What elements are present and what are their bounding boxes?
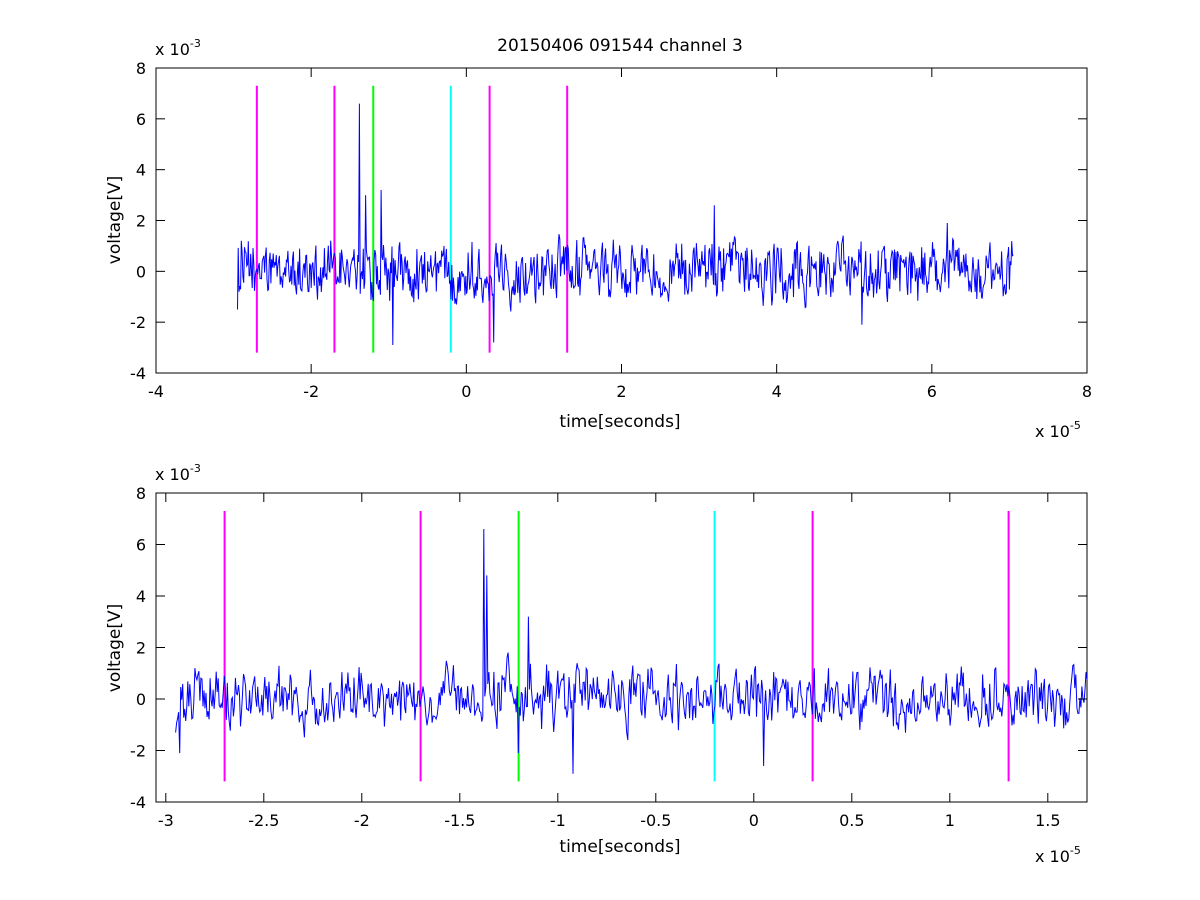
bottom-plot-area [155,492,1088,803]
x-tick-label: 0.5 [839,811,864,830]
y-tick-label: 2 [136,212,146,231]
bottom-x-ticks: -3 -2.5 -2 -1.5 -1 -0.5 0 0.5 1 1.5 [158,493,1061,830]
y-tick-label: 6 [136,536,146,555]
x-tick-label: 8 [1082,382,1092,401]
top-signal-trace [237,103,1014,346]
y-tick-label: 8 [136,484,146,503]
y-tick-label: -4 [130,364,146,383]
bottom-y-multiplier: x 10-3 [155,462,201,484]
x-tick-label: 1 [945,811,955,830]
top-y-multiplier: x 10-3 [155,37,201,59]
x-tick-label: -3 [158,811,174,830]
x-tick-label: 1.5 [1035,811,1060,830]
y-tick-label: -2 [130,313,146,332]
x-tick-label: -4 [148,382,164,401]
x-tick-label: -0.5 [640,811,671,830]
x-tick-label: 0 [749,811,759,830]
x-tick-label: -2 [303,382,319,401]
top-x-ticks: -4 -2 0 2 4 6 8 [148,68,1092,401]
y-tick-label: -2 [130,742,146,761]
y-tick-label: 0 [136,262,146,281]
x-tick-label: 6 [927,382,937,401]
bottom-y-ticks: -4 -2 0 2 4 6 8 [130,484,1087,812]
bottom-x-axis-label: time[seconds] [559,837,680,857]
x-tick-label: -2 [354,811,370,830]
top-markers [255,85,569,353]
y-tick-label: -4 [130,793,146,812]
x-tick-label: -2.5 [248,811,279,830]
y-tick-label: 6 [136,110,146,129]
y-tick-label: 4 [136,161,146,180]
x-tick-label: -1.5 [444,811,475,830]
top-y-axis-label: voltage[V] [105,176,125,264]
top-subplot: -4 -2 0 2 4 6 8 -4 -2 0 2 4 6 8 20150406 091544 chan… [105,36,1092,441]
bottom-signal-trace [175,528,1088,774]
top-x-multiplier: x 10-5 [1035,419,1081,441]
bottom-x-multiplier: x 10-5 [1035,844,1081,866]
chart-title: 20150406 091544 channel 3 [497,36,743,56]
x-tick-label: 0 [461,382,471,401]
y-tick-label: 2 [136,639,146,658]
top-plot-area [155,67,1088,374]
y-tick-label: 0 [136,690,146,709]
x-tick-label: 2 [616,382,626,401]
bottom-markers [223,511,1010,782]
x-tick-label: -1 [550,811,566,830]
y-tick-label: 8 [136,59,146,78]
top-y-ticks: -4 -2 0 2 4 6 8 [130,59,1087,383]
bottom-subplot: -3 -2.5 -2 -1.5 -1 -0.5 0 0.5 1 1.5 -4 -2 0 2 4 6 8 tim… [105,462,1088,866]
top-x-axis-label: time[seconds] [559,412,680,432]
x-tick-label: 4 [772,382,782,401]
y-tick-label: 4 [136,587,146,606]
bottom-y-axis-label: voltage[V] [105,604,125,692]
